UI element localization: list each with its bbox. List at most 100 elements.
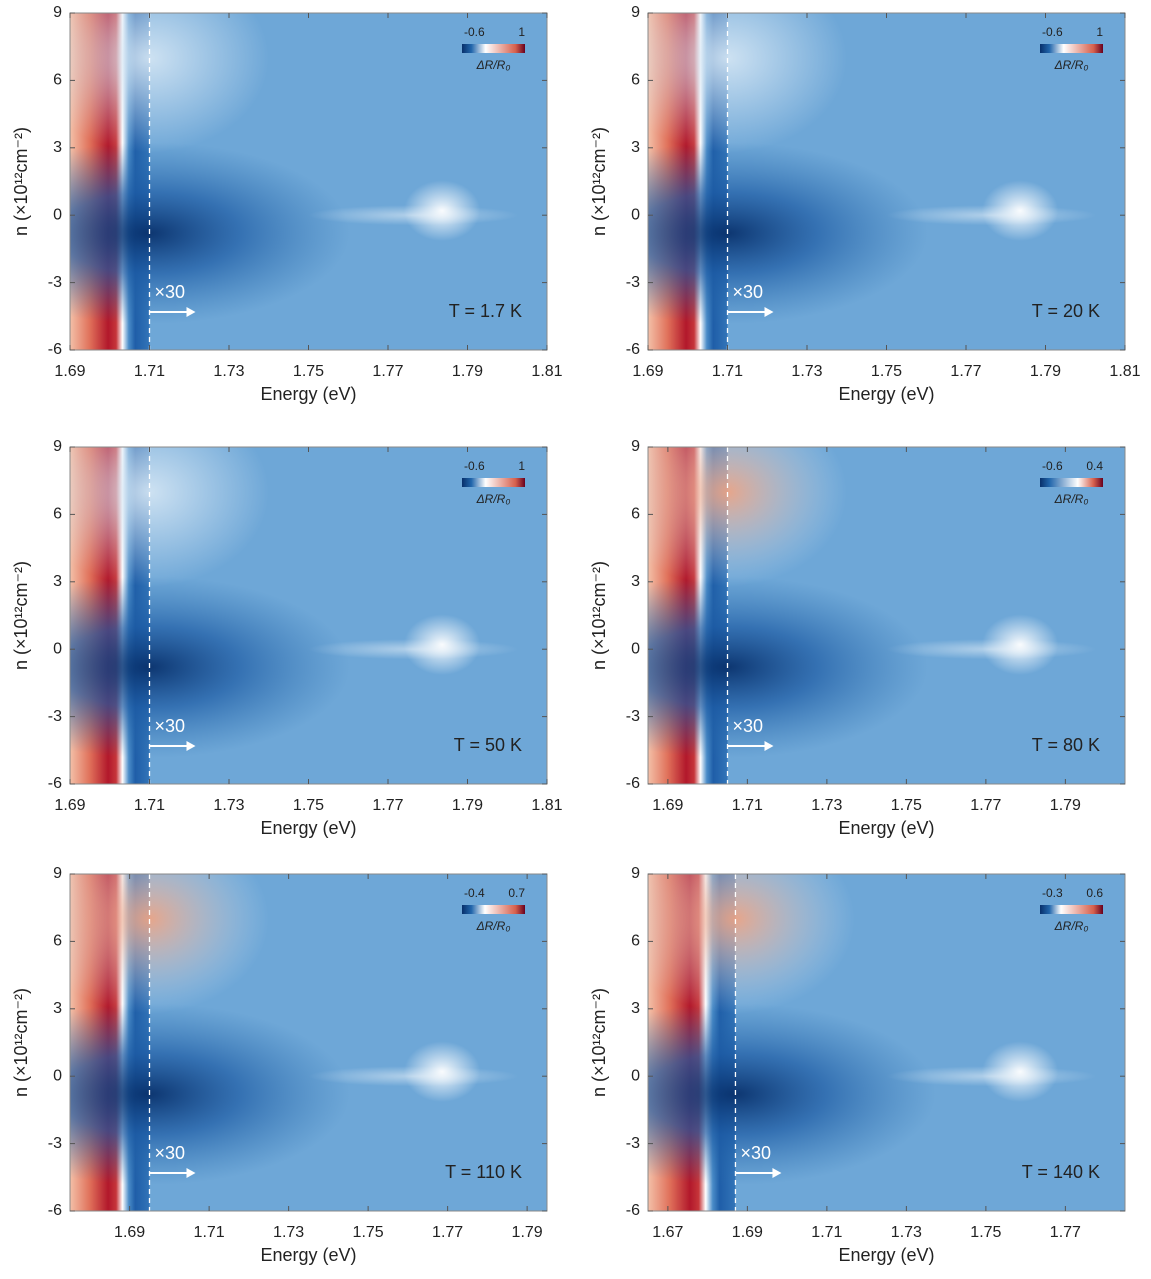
colorbar-label: ΔR/R₀ xyxy=(1054,919,1089,933)
colorbar-tick-label: -0.6 xyxy=(1042,25,1063,39)
colorbar-tick-label: 1 xyxy=(1096,25,1103,39)
x-tick-label: 1.69 xyxy=(114,1224,145,1241)
x-tick-label: 1.71 xyxy=(134,797,165,814)
y-tick-label: 9 xyxy=(631,438,640,455)
x-tick-label: 1.71 xyxy=(134,363,165,380)
y-tick-label: 9 xyxy=(631,4,640,21)
y-tick-label: 0 xyxy=(631,206,640,223)
heatmap-scaled-region xyxy=(70,13,547,350)
x-tick-label: 1.77 xyxy=(970,797,1001,814)
x-tick-label: 1.71 xyxy=(732,797,763,814)
temperature-label: T = 50 K xyxy=(454,735,522,755)
heatmap-feature xyxy=(648,1003,936,1186)
heatmap-feature xyxy=(648,576,928,759)
scale-arrowhead xyxy=(186,741,196,751)
x-tick-label: 1.79 xyxy=(1050,797,1081,814)
y-tick-label: 3 xyxy=(53,139,62,156)
x-tick-label: 1.77 xyxy=(372,797,403,814)
x-tick-label: 1.71 xyxy=(712,363,743,380)
heatmap-scaled-region xyxy=(648,874,1125,1211)
colorbar-label: ΔR/R₀ xyxy=(476,919,511,933)
x-tick-label: 1.69 xyxy=(652,797,683,814)
y-tick-label: 3 xyxy=(53,573,62,590)
x-axis-label: Energy (eV) xyxy=(260,384,356,404)
colorbar-tick-label: -0.6 xyxy=(1042,459,1063,473)
x-tick-label: 1.73 xyxy=(273,1224,304,1241)
y-tick-label: -6 xyxy=(626,341,640,358)
y-tick-label: 0 xyxy=(631,640,640,657)
colorbar xyxy=(462,905,525,914)
y-tick-label: -6 xyxy=(48,775,62,792)
temperature-label: T = 80 K xyxy=(1032,735,1100,755)
temperature-label: T = 110 K xyxy=(445,1162,522,1182)
scale-label: ×30 xyxy=(733,716,764,736)
x-tick-label: 1.77 xyxy=(1050,1224,1081,1241)
heatmap-feature xyxy=(70,447,269,587)
heatmap-feature xyxy=(648,142,928,325)
panel: -6 -3 0 3 6 9 1.69 1.71 1.73 1.75 1.77 1.79 Energy (… xyxy=(11,865,548,1265)
y-tick-label: 6 xyxy=(53,506,62,523)
x-axis-label: Energy (eV) xyxy=(838,818,934,838)
panel: -6 -3 0 3 6 9 1.69 1.71 1.73 1.75 1.77 1.79 1.81 Ener… xyxy=(589,4,1141,404)
y-tick-label: 6 xyxy=(631,933,640,950)
colorbar-tick-label: 1 xyxy=(518,25,525,39)
heatmap-feature xyxy=(70,142,350,325)
scale-arrowhead xyxy=(772,1168,782,1178)
x-tick-label: 1.79 xyxy=(452,363,483,380)
heatmap-feature xyxy=(886,639,1097,660)
temperature-label: T = 1.7 K xyxy=(449,301,522,321)
y-axis-label: n (×10¹²cm⁻²) xyxy=(11,561,31,670)
panel: -6 -3 0 3 6 9 1.69 1.71 1.73 1.75 1.77 1.79 1.81 Ener… xyxy=(11,438,563,838)
scale-label: ×30 xyxy=(740,1143,771,1163)
plot-frame xyxy=(69,873,548,1212)
colorbar-tick-label: -0.4 xyxy=(464,886,485,900)
x-tick-label: 1.79 xyxy=(452,797,483,814)
y-tick-label: -6 xyxy=(626,775,640,792)
heatmap-scaled-region xyxy=(70,447,547,784)
heatmap-feature xyxy=(648,13,847,153)
y-tick-label: 3 xyxy=(53,1000,62,1017)
y-tick-label: -3 xyxy=(48,708,62,725)
scale-label: ×30 xyxy=(155,716,186,736)
x-tick-label: 1.73 xyxy=(791,363,822,380)
colorbar-label: ΔR/R₀ xyxy=(476,492,511,506)
y-tick-label: 3 xyxy=(631,139,640,156)
heatmap-feature xyxy=(308,1066,519,1087)
y-tick-label: 9 xyxy=(53,438,62,455)
y-tick-label: -6 xyxy=(626,1202,640,1219)
x-tick-label: 1.73 xyxy=(213,797,244,814)
x-tick-label: 1.71 xyxy=(194,1224,225,1241)
x-tick-label: 1.77 xyxy=(432,1224,463,1241)
x-tick-label: 1.69 xyxy=(732,1224,763,1241)
x-tick-label: 1.77 xyxy=(950,363,981,380)
y-tick-label: 6 xyxy=(631,506,640,523)
x-tick-label: 1.81 xyxy=(531,363,562,380)
x-axis-label: Energy (eV) xyxy=(838,384,934,404)
colorbar-tick-label: 1 xyxy=(518,459,525,473)
panel: -6 -3 0 3 6 9 1.69 1.71 1.73 1.75 1.77 1.79 1.81 Ener… xyxy=(11,4,563,404)
heatmap-feature xyxy=(648,447,847,587)
y-axis-label: n (×10¹²cm⁻²) xyxy=(589,988,609,1097)
scale-arrowhead xyxy=(186,1168,196,1178)
x-tick-label: 1.75 xyxy=(293,797,324,814)
colorbar-tick-label: 0.7 xyxy=(508,886,525,900)
x-tick-label: 1.75 xyxy=(353,1224,384,1241)
y-tick-label: 3 xyxy=(631,573,640,590)
x-tick-label: 1.79 xyxy=(1030,363,1061,380)
y-tick-label: 9 xyxy=(53,4,62,21)
y-tick-label: 0 xyxy=(53,206,62,223)
scale-label: ×30 xyxy=(733,282,764,302)
plot-frame xyxy=(647,873,1126,1212)
colorbar-tick-label: -0.6 xyxy=(464,25,485,39)
x-tick-label: 1.67 xyxy=(652,1224,683,1241)
y-tick-label: 3 xyxy=(631,1000,640,1017)
colorbar-label: ΔR/R₀ xyxy=(1054,492,1089,506)
colorbar-tick-label: -0.3 xyxy=(1042,886,1063,900)
y-tick-label: 9 xyxy=(53,865,62,882)
panel: -6 -3 0 3 6 9 1.67 1.69 1.71 1.73 1.75 1.77 Energy (… xyxy=(589,865,1126,1265)
x-tick-label: 1.77 xyxy=(372,363,403,380)
y-axis-label: n (×10¹²cm⁻²) xyxy=(11,988,31,1097)
y-tick-label: -3 xyxy=(626,274,640,291)
y-tick-label: -3 xyxy=(626,1135,640,1152)
x-tick-label: 1.69 xyxy=(54,797,85,814)
